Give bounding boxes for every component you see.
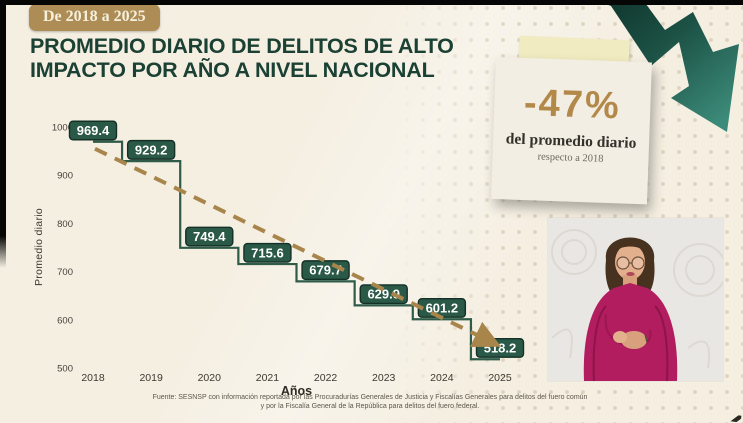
left-letterbox-strip	[0, 0, 6, 268]
source-line1: Fuente: SESNSP con información reportada…	[152, 394, 588, 401]
value-label-box	[243, 242, 292, 263]
page-title: PROMEDIO DIARIO DE DELITOS DE ALTO IMPAC…	[30, 34, 500, 83]
x-tick-label: 2023	[372, 372, 396, 384]
y-tick-label: 700	[57, 267, 73, 278]
y-axis-title: Promedio diario	[33, 208, 45, 286]
value-label-box	[185, 226, 234, 247]
value-label: 715.6	[251, 245, 284, 260]
corner-artifact	[730, 414, 742, 423]
downward-zigzag-arrow-icon	[595, 0, 739, 132]
source-note: Fuente: SESNSP con información reportada…	[80, 394, 660, 412]
page-title-line2: IMPACTO POR AÑO A NIVEL NACIONAL	[30, 58, 435, 83]
step-chart: 1000 900 800 700 600 500 Promedio diario 2018 20…	[33, 120, 525, 398]
callout-percentage: -47%	[523, 82, 622, 128]
value-label-box	[68, 120, 118, 141]
y-tick-label: 1000	[52, 123, 73, 134]
sign-language-interpreter-video	[548, 218, 727, 382]
value-label: 749.4	[193, 229, 226, 244]
y-tick-label: 900	[57, 171, 73, 182]
page-title-line1: PROMEDIO DIARIO DE DELITOS DE ALTO	[30, 34, 454, 58]
source-line2: y por la Fiscalía General de la Repúblic…	[260, 402, 480, 410]
x-tick-label: 2018	[81, 372, 105, 384]
value-label: 601.2	[426, 301, 459, 316]
interpreter-figure	[583, 237, 678, 382]
date-range-badge: De 2018 a 2025	[29, 4, 160, 31]
value-label-box	[126, 139, 176, 160]
top-letterbox-strip	[0, 0, 743, 5]
sign-language-interpreter-icon	[548, 218, 727, 382]
value-label: 518.2	[484, 341, 517, 356]
value-label: 969.4	[77, 123, 110, 138]
trend-dashed-line	[94, 146, 502, 348]
x-tick-label: 2022	[314, 372, 338, 384]
x-tick-label: 2025	[488, 372, 512, 384]
value-label: 929.2	[135, 142, 168, 157]
x-tick-label: 2024	[430, 372, 454, 384]
x-axis-title: Años	[281, 384, 312, 398]
y-tick-label: 500	[57, 364, 73, 375]
x-tick-label: 2019	[139, 372, 163, 384]
value-label-box	[359, 284, 408, 305]
x-tick-label: 2020	[198, 372, 222, 384]
value-label: 629.9	[367, 287, 400, 302]
damask-pattern	[551, 229, 727, 369]
x-tick-label: 2021	[256, 372, 280, 384]
callout-card: -47% del promedio diario respecto a 2018	[491, 57, 652, 205]
y-tick-label: 600	[57, 315, 73, 326]
zigzag-arrow-shape	[595, 0, 739, 132]
y-tick-label: 800	[57, 219, 73, 230]
step-line	[93, 140, 500, 361]
